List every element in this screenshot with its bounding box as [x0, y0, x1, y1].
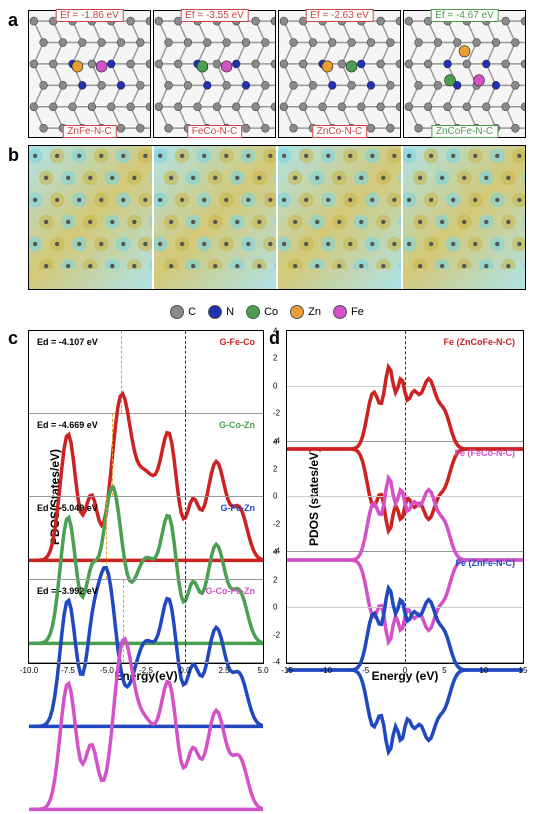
panel-label-a: a — [8, 10, 18, 31]
y-tick: -2 — [273, 630, 280, 639]
legend-label: N — [226, 306, 234, 318]
y-tick: 4 — [273, 437, 277, 446]
legend: C N Co Zn Fe — [0, 298, 534, 326]
x-tick: -2.5 — [139, 666, 153, 675]
y-tick: 0 — [273, 492, 277, 501]
y-tick: -4 — [273, 657, 280, 666]
pdos-d-subplot: Fe (ZnFe-N-C)-4-2024 — [287, 552, 523, 663]
legend-item: Fe — [333, 305, 364, 319]
x-tick: -5.0 — [100, 666, 114, 675]
density-cell-4 — [403, 146, 526, 289]
x-tick: -10.0 — [20, 666, 38, 675]
x-tick: 10 — [479, 666, 488, 675]
ed-label: Ed = -3.992 eV — [37, 586, 98, 596]
legend-ball — [246, 305, 260, 319]
series-label: G-Co-Zn — [219, 420, 255, 430]
series-label: G-Fe-Zn — [221, 503, 256, 513]
legend-item: C — [170, 305, 196, 319]
legend-label: C — [188, 306, 196, 318]
system-label: ZnFe-N-C — [62, 125, 116, 138]
x-tick: -10 — [321, 666, 333, 675]
atom-cell-2: Ef = -2.63 eV ZnCo-N-C — [278, 10, 401, 138]
section-c: PDOS(States/eV) Energy(eV) Ed = -4.107 e… — [28, 330, 264, 664]
system-label: ZnCoFe-N-C — [431, 125, 498, 138]
ef-label: Ef = -2.63 eV — [305, 9, 374, 22]
x-tick: 5.0 — [257, 666, 268, 675]
y-tick: 4 — [273, 327, 277, 336]
section-b — [28, 145, 526, 290]
section-d: PDOS (states/eV) Energy (eV) Fe (ZnCoFe-… — [286, 330, 524, 664]
ed-label: Ed = -4.669 eV — [37, 420, 98, 430]
y-tick: 0 — [273, 381, 277, 390]
x-tick: 5 — [442, 666, 446, 675]
series-label: Fe (FeCo-N-C) — [455, 448, 516, 458]
density-cell-3 — [278, 146, 401, 289]
legend-item: Zn — [290, 305, 321, 319]
atom-cell-1: Ef = -3.55 eV FeCo-N-C — [153, 10, 276, 138]
pdos-d-subplot: Fe (FeCo-N-C)-4-2024 — [287, 442, 523, 553]
section-a: Ef = -1.86 eV ZnFe-N-C Ef = -3.55 eV FeCo-N… — [28, 10, 526, 138]
y-tick: 2 — [273, 465, 277, 474]
x-tick: 2.5 — [218, 666, 229, 675]
pdos-subplot: Ed = -3.992 eV G-Co-Fe-Zn — [29, 580, 263, 663]
ed-label: Ed = -5.049 eV — [37, 503, 98, 513]
x-tick: -5 — [362, 666, 369, 675]
x-tick: 0.0 — [179, 666, 190, 675]
system-label: FeCo-N-C — [187, 125, 243, 138]
atom-cell-3: Ef = -4.67 eV ZnCoFe-N-C — [403, 10, 526, 138]
pdos-subplot: Ed = -5.049 eV G-Fe-Zn — [29, 497, 263, 580]
legend-ball — [290, 305, 304, 319]
pdos-d-subplot: Fe (ZnCoFe-N-C)-4-2024 — [287, 331, 523, 442]
panel-label-c: c — [8, 328, 18, 349]
density-cell-2 — [154, 146, 277, 289]
series-label: Fe (ZnFe-N-C) — [456, 558, 516, 568]
pdos-subplot: Ed = -4.669 eV G-Co-Zn — [29, 414, 263, 497]
legend-ball — [208, 305, 222, 319]
panel-label-b: b — [8, 145, 19, 166]
legend-ball — [170, 305, 184, 319]
y-tick: -2 — [273, 519, 280, 528]
x-tick: 0 — [403, 666, 407, 675]
legend-ball — [333, 305, 347, 319]
y-tick: 4 — [273, 548, 277, 557]
series-label: Fe (ZnCoFe-N-C) — [444, 337, 516, 347]
legend-label: Fe — [351, 306, 364, 318]
x-tick: -15 — [281, 666, 293, 675]
ef-label: Ef = -1.86 eV — [55, 9, 124, 22]
pdos-subplot: Ed = -4.107 eV G-Fe-Co — [29, 331, 263, 414]
atom-cell-0: Ef = -1.86 eV ZnFe-N-C — [28, 10, 151, 138]
ef-label: Ef = -3.55 eV — [180, 9, 249, 22]
y-tick: 2 — [273, 354, 277, 363]
series-label: G-Co-Fe-Zn — [206, 586, 256, 596]
ef-label: Ef = -4.67 eV — [430, 9, 499, 22]
y-tick: 0 — [273, 603, 277, 612]
ed-label: Ed = -4.107 eV — [37, 337, 98, 347]
legend-item: N — [208, 305, 234, 319]
series-label: G-Fe-Co — [220, 337, 256, 347]
y-tick: 2 — [273, 575, 277, 584]
legend-label: Zn — [308, 306, 321, 318]
legend-label: Co — [264, 306, 278, 318]
y-tick: -2 — [273, 409, 280, 418]
x-tick: -7.5 — [61, 666, 75, 675]
legend-item: Co — [246, 305, 278, 319]
x-tick: 15 — [519, 666, 528, 675]
density-cell-1 — [29, 146, 152, 289]
system-label: ZnCo-N-C — [312, 125, 368, 138]
